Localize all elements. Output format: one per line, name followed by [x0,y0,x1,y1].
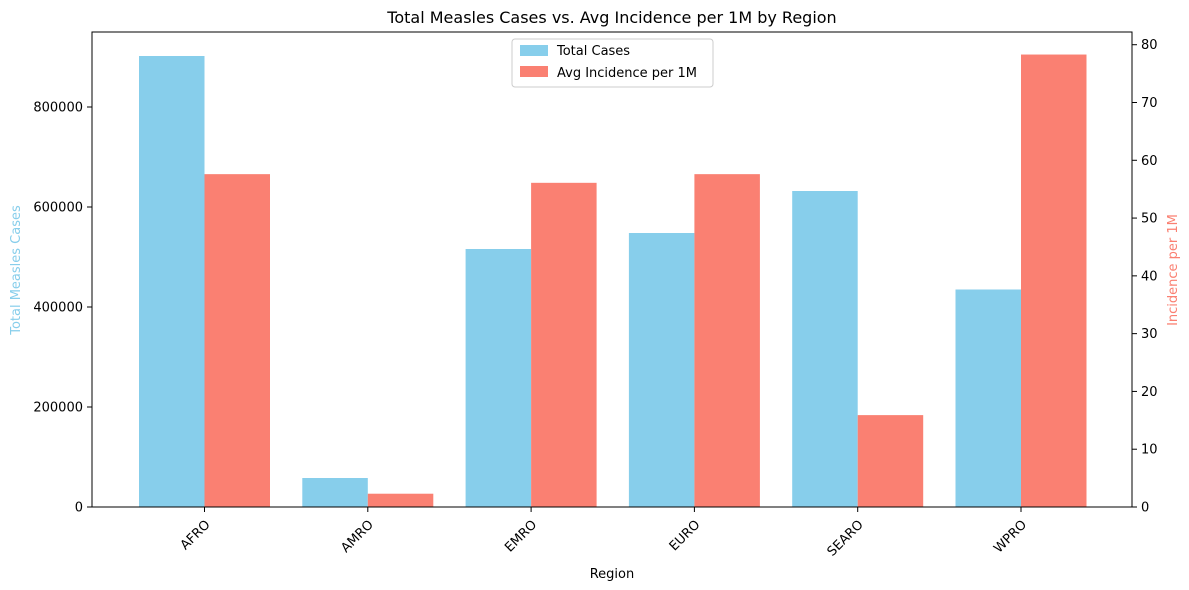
left-y-tick-label: 200000 [33,401,83,416]
left-y-tick-label: 800000 [33,101,83,116]
right-y-tick-label: 10 [1141,443,1158,458]
legend-label-total-cases: Total Cases [556,44,630,59]
right-y-axis-label: Incidence per 1M [1166,214,1181,326]
x-axis: AFRO AMRO EMRO EURO SEARO WPRO [178,507,1030,560]
right-y-tick-label: 80 [1141,38,1158,53]
bar-total-cases-euro [628,233,695,507]
legend-label-avg-incidence: Avg Incidence per 1M [557,66,697,81]
bar-total-cases-afro [139,56,205,507]
right-y-tick-label: 50 [1141,212,1158,227]
x-tick-label: SEARO [825,517,867,559]
x-tick-label: AMRO [338,517,376,555]
left-y-tick-label: 0 [75,501,83,516]
x-tick-label: EURO [667,517,704,554]
legend: Total Cases Avg Incidence per 1M [511,38,714,88]
left-y-tick-label: 400000 [33,301,83,316]
right-y-tick-label: 20 [1141,385,1158,400]
right-y-tick-label: 60 [1141,154,1158,169]
x-tick-label: EMRO [502,517,540,555]
right-y-axis: 0 10 20 30 40 50 60 70 80 [1132,38,1158,516]
bar-total-cases-amro [302,478,368,507]
bar-avg-incidence-euro [694,174,760,507]
legend-box [511,38,714,88]
bar-avg-incidence-emro [531,182,597,507]
x-tick-label: AFRO [178,517,214,553]
chart-title: Total Measles Cases vs. Avg Incidence pe… [386,8,836,27]
left-y-axis-label: Total Measles Cases [9,205,24,336]
x-tick-label: WPRO [991,517,1030,556]
bars-layer [139,54,1087,507]
right-y-tick-label: 30 [1141,327,1158,342]
left-y-axis: 0 200000 400000 600000 800000 [33,101,92,516]
left-y-tick-label: 600000 [33,201,83,216]
plot-frame [91,31,1133,508]
legend-swatch-total-cases [520,45,548,56]
bar-total-cases-wpro [955,289,1021,507]
bar-avg-incidence-wpro [1021,54,1087,507]
x-axis-label: Region [590,567,635,582]
bar-avg-incidence-afro [204,174,270,507]
bar-avg-incidence-searo [857,415,924,507]
right-y-tick-label: 0 [1141,501,1149,516]
bar-total-cases-emro [465,249,532,507]
bar-avg-incidence-amro [367,493,434,507]
right-y-tick-label: 40 [1141,269,1158,284]
right-y-tick-label: 70 [1141,96,1158,111]
legend-swatch-avg-incidence [520,66,548,77]
bar-total-cases-searo [792,191,858,507]
